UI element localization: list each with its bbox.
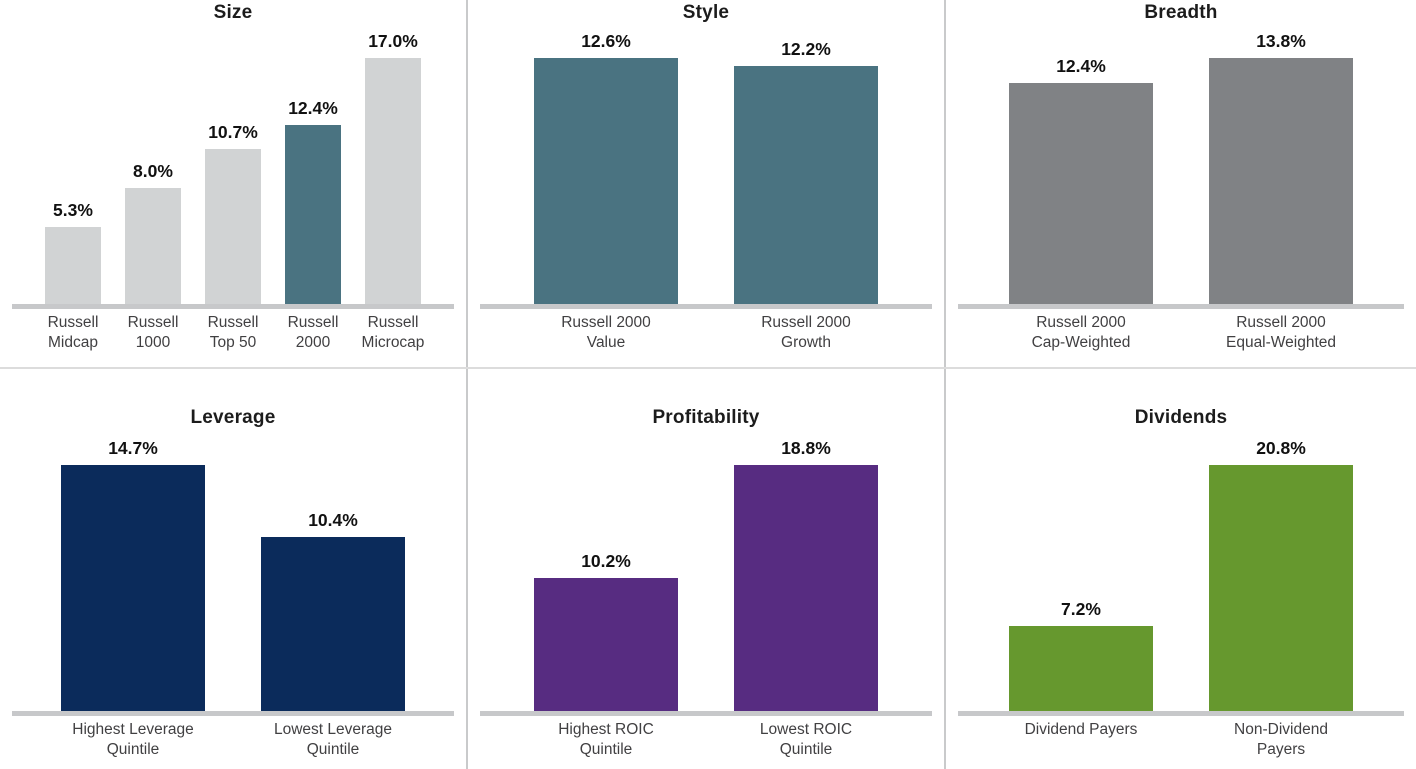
bar (534, 577, 678, 711)
bar-category-label: Lowest ROIC Quintile (759, 721, 853, 758)
bar-category-label: Highest Leverage Quintile (72, 721, 194, 758)
x-axis-line (12, 304, 454, 309)
bar-category-label: Russell 2000 Cap-Weighted (1031, 314, 1131, 351)
chart-title: Dividends (1134, 407, 1228, 428)
bar (534, 58, 678, 304)
bar (365, 58, 421, 304)
bar-value-label: 18.8% (781, 438, 831, 458)
chart-panel-leverage: Leverage 14.7% Highest Leverage Quintile 10… (0, 369, 466, 769)
chart-panel-size: Size 5.3% Russell Midcap 8.0% Russell 1000 10.… (0, 0, 466, 367)
bar (1009, 82, 1153, 304)
x-axis-line (480, 304, 932, 309)
bar-category-label: Dividend Payers (1024, 721, 1138, 738)
chart-title: Leverage (190, 407, 276, 428)
chart-title: Style (682, 2, 730, 23)
bar-value-label: 10.2% (581, 550, 631, 571)
bar-value-label: 7.2% (1061, 598, 1101, 619)
chart-panel-breadth: Breadth 12.4% Russell 2000 Cap-Weighted 13.… (946, 0, 1416, 367)
bar-category-label: Russell Top 50 (207, 314, 259, 351)
bar-category-label: Non-Dividend Payers (1234, 721, 1328, 758)
bar-value-label: 12.4% (288, 97, 338, 118)
bar (1009, 625, 1153, 711)
bar-value-label: 20.8% (1256, 438, 1306, 458)
x-axis-line (480, 711, 932, 716)
bar-value-label: 12.2% (781, 38, 831, 59)
bar-category-label: Russell Midcap (47, 314, 99, 351)
chart-panel-profitability: Profitability 10.2% Highest ROIC Quintile 1… (468, 369, 944, 769)
bar-category-label: Russell Microcap (361, 314, 425, 351)
x-axis-line (12, 711, 454, 716)
bar-value-label: 5.3% (53, 200, 93, 221)
bar (205, 149, 261, 304)
bar-value-label: 14.7% (108, 438, 158, 458)
bar-category-label: Highest ROIC Quintile (558, 721, 654, 758)
bar-category-label: Russell 2000 Value (561, 314, 651, 351)
bar (734, 465, 878, 711)
bar (45, 227, 101, 304)
bar (285, 124, 341, 304)
bar (125, 188, 181, 304)
bar-category-label: Russell 2000 Growth (761, 314, 851, 351)
x-axis-line (958, 711, 1404, 716)
bar-value-label: 12.4% (1056, 55, 1106, 76)
vertical-panel-divider (466, 0, 468, 769)
bar-category-label: Lowest Leverage Quintile (273, 721, 393, 758)
bar-value-label: 17.0% (368, 31, 418, 51)
bar-category-label: Russell 1000 (127, 314, 179, 351)
horizontal-panel-divider (0, 367, 1416, 369)
bar-value-label: 13.8% (1256, 31, 1306, 51)
chart-panel-style: Style 12.6% Russell 2000 Value 12.2% Russell… (468, 0, 944, 367)
chart-title: Profitability (652, 407, 760, 428)
bar (261, 536, 405, 711)
bar-value-label: 10.7% (208, 122, 258, 143)
vertical-panel-divider (944, 0, 946, 769)
bar (1209, 465, 1353, 711)
bar-value-label: 10.4% (308, 509, 358, 530)
chart-panel-dividends: Dividends 7.2% Dividend Payers 20.8% Non-Di… (946, 369, 1416, 769)
x-axis-line (958, 304, 1404, 309)
bar-value-label: 8.0% (133, 161, 173, 182)
bar-category-label: Russell 2000 Equal-Weighted (1225, 314, 1336, 351)
bar-category-label: Russell 2000 (287, 314, 339, 351)
bar-value-label: 12.6% (581, 31, 631, 51)
bar (61, 465, 205, 711)
chart-title: Breadth (1144, 2, 1218, 23)
chart-title: Size (213, 2, 253, 23)
bar (1209, 58, 1353, 304)
bar (734, 65, 878, 304)
